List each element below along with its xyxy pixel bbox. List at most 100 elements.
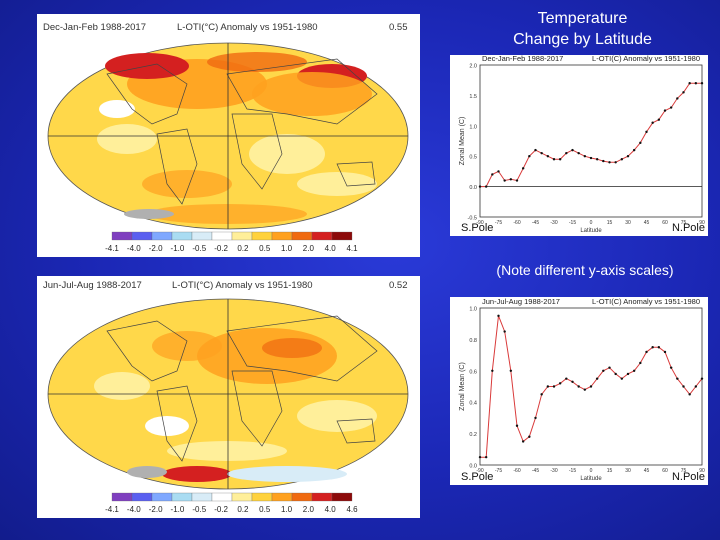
data-point xyxy=(491,369,494,372)
data-point xyxy=(589,156,593,160)
colorbar-tick-label: -1.0 xyxy=(171,505,185,514)
y-axis-label: Zonal Mean (C) xyxy=(459,362,466,411)
data-point xyxy=(583,155,587,158)
data-point xyxy=(639,361,642,365)
x-tick-label: 45 xyxy=(644,468,650,474)
y-tick-label: 0.0 xyxy=(469,464,477,470)
winter-anomaly-map: Dec-Jan-Feb 1988-2017 L-OTI(°C) Anomaly … xyxy=(37,14,420,257)
colorbar-swatch xyxy=(211,231,233,241)
data-point xyxy=(497,314,500,318)
x-tick-label: 90 xyxy=(699,468,705,474)
colorbar-swatch xyxy=(231,231,253,241)
world-map-projection xyxy=(47,298,409,490)
axis-scale-note: (Note different y-axis scales) xyxy=(496,262,674,278)
x-tick-label: -30 xyxy=(550,468,557,474)
series-line xyxy=(480,82,702,188)
summer-zonal-mean-plot: Jun-Jul-Aug 1988-2017 L-OTI(C) Anomaly vs… xyxy=(450,297,708,485)
data-point xyxy=(558,158,562,161)
x-tick-label: -90 xyxy=(476,220,483,226)
data-point xyxy=(602,159,605,163)
x-tick-label: 30 xyxy=(625,220,631,226)
data-point xyxy=(491,173,494,176)
colorbar-swatch xyxy=(311,492,333,502)
y-tick-label: 1.5 xyxy=(469,94,477,100)
y-axis-label: Zonal Mean (C) xyxy=(459,117,466,166)
colorbar-swatch xyxy=(171,492,193,502)
colorbar-swatch xyxy=(311,231,333,241)
colorbar-tick-label: 0.5 xyxy=(259,244,271,253)
data-point xyxy=(688,393,691,396)
colorbar-tick-label: -1.0 xyxy=(171,244,185,253)
data-point xyxy=(534,148,537,152)
colorbar-swatch xyxy=(211,492,233,502)
colorbar-tick-label: -0.5 xyxy=(192,244,206,253)
x-tick-label: -90 xyxy=(476,468,483,474)
plot-title: Jun-Jul-Aug 1988-2017 xyxy=(482,297,560,306)
x-tick-label: 90 xyxy=(699,220,705,226)
data-point xyxy=(651,346,654,349)
data-point xyxy=(657,346,661,349)
data-point xyxy=(515,179,519,182)
data-point xyxy=(626,155,630,158)
colorbar-tick-label: 1.0 xyxy=(281,244,293,253)
data-point xyxy=(565,151,568,155)
colorbar-tick-label: 2.0 xyxy=(303,244,315,253)
colorbar-tick-label: -4.0 xyxy=(127,244,141,253)
colorbar-swatch xyxy=(291,492,313,502)
y-tick-label: 0.4 xyxy=(469,401,477,407)
data-point xyxy=(700,82,704,85)
data-point xyxy=(676,377,679,380)
data-point xyxy=(521,167,525,170)
colorbar-tick-label: 4.0 xyxy=(325,505,337,514)
plot-frame xyxy=(479,64,703,218)
data-point xyxy=(521,440,525,443)
winter-zonal-mean-plot: Dec-Jan-Feb 1988-2017 L-OTI(C) Anomaly vs… xyxy=(450,54,708,236)
x-tick-label: 45 xyxy=(644,220,650,226)
colorbar-swatch xyxy=(131,492,153,502)
data-point xyxy=(595,377,599,380)
data-point xyxy=(497,170,500,173)
data-point xyxy=(682,91,685,94)
x-tick-label: 60 xyxy=(662,220,668,226)
colorbar-tick-label: 4.6 xyxy=(346,505,358,514)
y-tick-label: 0.0 xyxy=(469,185,477,191)
colorbar-tick-label: -4.1 xyxy=(105,244,119,253)
data-point xyxy=(583,388,587,391)
y-tick-label: 0.2 xyxy=(469,432,477,438)
colorbar-swatch xyxy=(331,231,353,241)
colorbar-tick-label: 2.0 xyxy=(303,505,315,514)
colorbar-tick-label: 4.1 xyxy=(346,244,358,253)
x-tick-label: -30 xyxy=(550,220,557,226)
plot-title: Dec-Jan-Feb 1988-2017 xyxy=(482,55,563,63)
colorbar-tick-label: -4.1 xyxy=(105,505,119,514)
map-period: Jun-Jul-Aug 1988-2017 xyxy=(43,280,142,291)
x-tick-label: 75 xyxy=(681,468,687,474)
colorbar-swatch xyxy=(131,231,153,241)
data-point xyxy=(608,366,611,369)
data-point xyxy=(663,350,667,354)
x-tick-label: -60 xyxy=(513,220,520,226)
data-point xyxy=(694,385,698,388)
data-point xyxy=(546,385,550,388)
y-tick-label: 0.8 xyxy=(469,338,477,344)
colorbar-tick-label: -0.5 xyxy=(192,505,206,514)
colorbar-swatch xyxy=(291,231,313,241)
colorbar-tick-label: -0.2 xyxy=(214,244,228,253)
data-point xyxy=(509,178,513,181)
x-tick-label: 60 xyxy=(662,468,668,474)
map-global-mean: 0.55 xyxy=(389,22,408,33)
colorbar-swatch xyxy=(171,231,193,241)
colorbar-tick-label: 0.5 xyxy=(259,505,271,514)
world-map-projection xyxy=(47,42,409,230)
data-point xyxy=(626,372,630,376)
data-point xyxy=(608,161,611,164)
data-point xyxy=(669,106,673,109)
plot-frame xyxy=(479,307,703,466)
data-point xyxy=(620,158,624,161)
data-point xyxy=(546,155,550,158)
x-tick-label: -60 xyxy=(513,468,520,474)
colorbar-tick-label: 0.2 xyxy=(237,505,249,514)
north-pole-label: N.Pole xyxy=(672,471,705,483)
x-tick-label: -75 xyxy=(495,220,502,226)
colorbar-swatch xyxy=(191,231,213,241)
